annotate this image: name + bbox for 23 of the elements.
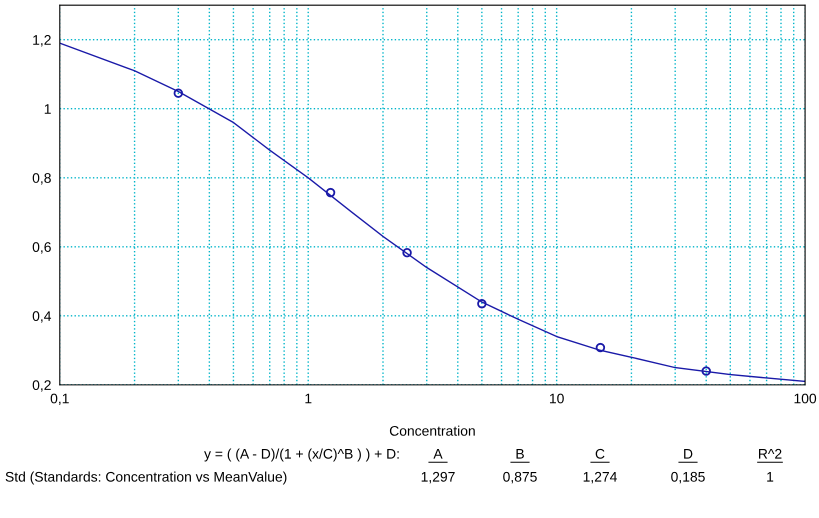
text: y = ( (A - D)/(1 + (x/C)^B ) ) + D: [204, 448, 399, 462]
text: 0,185 [671, 472, 705, 484]
text: A [433, 449, 443, 459]
y-tick-label: 0,4 [32, 311, 52, 323]
y-tick-label: 1 [44, 104, 51, 114]
text: B [516, 449, 524, 459]
text: C [596, 448, 604, 459]
x-axis-title: Concentration [390, 426, 475, 436]
text: R^2 [759, 448, 782, 459]
x-tick-label: 1 [305, 394, 312, 404]
x-tick-label: 0,1 [50, 394, 69, 406]
y-tick-label: 0,2 [32, 380, 51, 392]
x-tick-label: 10 [550, 394, 564, 404]
text: 1 [767, 472, 774, 482]
text: Std (Standards: Concentration vs MeanValue) [6, 472, 286, 484]
text: 0,875 [503, 472, 537, 484]
text: D [684, 449, 692, 459]
text: 1,274 [584, 472, 617, 484]
x-tick-label: 100 [794, 394, 816, 404]
y-tick-label: 0,6 [32, 242, 51, 254]
y-tick-label: 1,2 [33, 35, 51, 47]
y-tick-label: 0,8 [32, 173, 51, 185]
text: 1,297 [422, 472, 455, 484]
